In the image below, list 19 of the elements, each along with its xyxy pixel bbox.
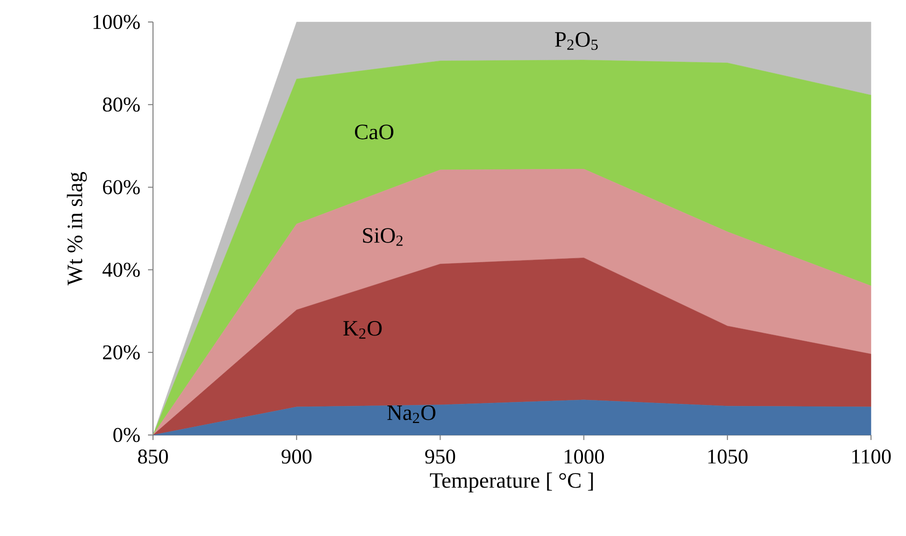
y-tick-label: 40% xyxy=(102,262,140,277)
series-label: K$_{2}$O xyxy=(343,320,382,339)
x-tick-label: 1000 xyxy=(564,450,604,464)
x-axis-title: Temperature [ °C ] xyxy=(430,472,593,492)
y-tick-label: 80% xyxy=(102,98,140,112)
y-tick-label: 20% xyxy=(103,345,140,360)
series-label: CaO xyxy=(354,124,394,140)
x-tick-label: 900 xyxy=(282,450,312,464)
series-label: P$_{2}$O$_{5}$ xyxy=(555,32,598,50)
x-tick-label: 950 xyxy=(425,450,456,464)
series-label: SiO$_{2}$ xyxy=(363,228,403,246)
series-label: Na$_{2}$O xyxy=(387,405,436,423)
y-axis-title: Wt % in slag xyxy=(66,172,87,286)
x-tick-label: 1050 xyxy=(708,450,748,464)
x-tick-label: 1100 xyxy=(852,450,891,464)
x-tick-label: 850 xyxy=(138,450,168,464)
y-tick-label: 100% xyxy=(94,14,140,30)
y-tick-label: 60% xyxy=(103,180,140,194)
y-tick-label: 0% xyxy=(113,428,140,442)
